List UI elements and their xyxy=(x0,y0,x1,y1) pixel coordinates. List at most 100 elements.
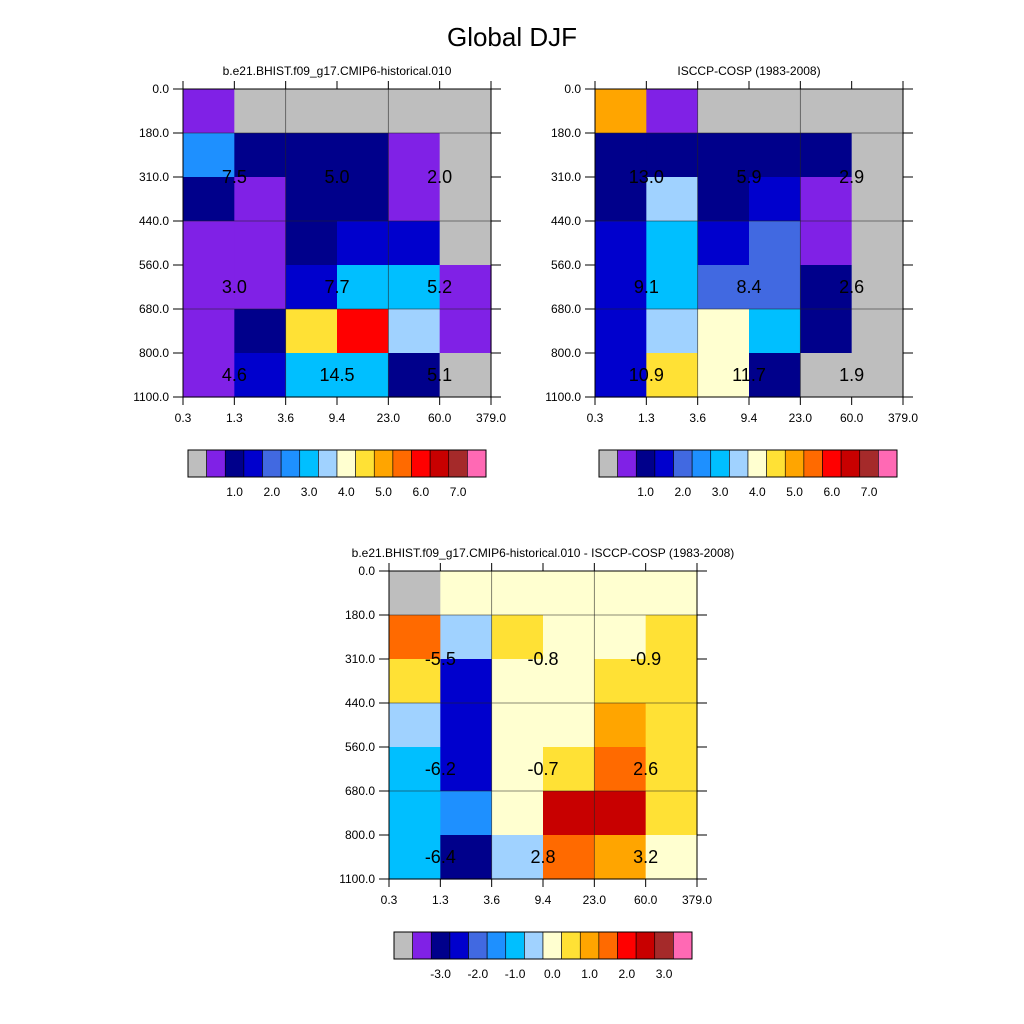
heatmap-cell xyxy=(645,747,698,792)
heatmap-cell xyxy=(800,177,853,222)
heatmap-cell xyxy=(697,89,750,134)
heatmap-cell xyxy=(697,221,750,266)
colorbar-swatch xyxy=(766,449,786,478)
heatmap-cell xyxy=(594,703,647,748)
y-tick-label: 0.0 xyxy=(152,82,169,96)
heatmap-cell xyxy=(389,747,441,792)
heatmap-cell xyxy=(337,265,389,310)
y-tick-label: 0.0 xyxy=(358,564,375,578)
cell-value-label: 11.7 xyxy=(732,365,766,385)
cell-value-label: -0.7 xyxy=(527,759,558,779)
heatmap-cell xyxy=(285,353,338,398)
heatmap-cell xyxy=(439,309,492,354)
x-tick-label: 9.4 xyxy=(741,411,758,425)
x-tick-label: 3.6 xyxy=(483,893,500,907)
heatmap-cell xyxy=(645,791,698,836)
heatmap-cell xyxy=(389,791,441,836)
panel-observations: ISCCP-COSP (1983-2008) 0.0 180.0 310.0 440.0… xyxy=(545,64,918,499)
x-tick-label: 379.0 xyxy=(476,411,506,425)
x-tick-label: 1.3 xyxy=(226,411,243,425)
heatmap-cell xyxy=(749,221,801,266)
cell-value-label: 2.8 xyxy=(530,847,555,867)
colorbar-swatch xyxy=(318,449,338,478)
colorbar-swatch xyxy=(430,931,451,960)
heatmap-cell xyxy=(646,265,699,310)
x-tick-label: 0.3 xyxy=(381,893,398,907)
heatmap-cell xyxy=(595,133,647,178)
colorbar-label: 7.0 xyxy=(861,485,878,499)
y-tick-label: 1100.0 xyxy=(133,390,169,404)
colorbar-swatch xyxy=(803,449,823,478)
heatmap-cell xyxy=(440,791,493,836)
heatmap-cell xyxy=(543,659,595,704)
colorbar-label: 3.0 xyxy=(712,485,729,499)
colorbar-swatch xyxy=(467,449,487,478)
heatmap-cell xyxy=(851,133,904,178)
heatmap-cell xyxy=(646,221,699,266)
heatmap-cell xyxy=(595,89,647,134)
colorbar-label: 5.0 xyxy=(375,485,392,499)
x-tick-label: 60.0 xyxy=(634,893,658,907)
heatmap-cell xyxy=(645,659,698,704)
colorbar-swatch xyxy=(617,449,637,478)
heatmap-cell xyxy=(543,703,595,748)
heatmap-cell xyxy=(851,309,904,354)
y-tick-label: 310.0 xyxy=(345,652,375,666)
heatmap-cell xyxy=(491,615,544,660)
x-tick-label: 23.0 xyxy=(789,411,813,425)
y-tick-label: 0.0 xyxy=(564,82,581,96)
heatmap-cell xyxy=(800,309,853,354)
x-tick-label: 0.3 xyxy=(587,411,604,425)
heatmap-cell xyxy=(183,133,235,178)
colorbar-swatch xyxy=(654,449,674,478)
colorbar-swatch xyxy=(448,449,468,478)
heatmap-cell xyxy=(645,571,698,616)
heatmap-cell xyxy=(749,177,801,222)
heatmap-cell xyxy=(697,309,750,354)
heatmap-cell xyxy=(388,177,441,222)
colorbar-label: 1.0 xyxy=(581,967,598,981)
x-tick-label: 1.3 xyxy=(638,411,655,425)
cell-value-label: -0.8 xyxy=(527,649,558,669)
heatmap-cell xyxy=(543,835,595,880)
cell-value-label: 5.2 xyxy=(427,277,452,297)
heatmap-cell xyxy=(389,703,441,748)
heatmap-cell xyxy=(491,703,544,748)
heatmap-cell xyxy=(285,265,338,310)
heatmap-cell xyxy=(183,221,235,266)
colorbar-label: 7.0 xyxy=(450,485,467,499)
colorbar-frame xyxy=(187,449,487,478)
heatmap-cell xyxy=(183,265,235,310)
heatmap-cell xyxy=(388,353,441,398)
cell-value-label: 5.1 xyxy=(427,365,452,385)
y-tick-label: 800.0 xyxy=(345,828,375,842)
heatmap-cell xyxy=(439,265,492,310)
colorbar-swatch xyxy=(393,931,413,960)
heatmap-cell xyxy=(337,133,389,178)
heatmap-cell xyxy=(800,89,853,134)
x-tick-label: 0.3 xyxy=(175,411,192,425)
heatmap-cell xyxy=(697,133,750,178)
colorbar-swatch xyxy=(617,931,637,960)
y-tick-label: 680.0 xyxy=(139,302,169,316)
heatmap-cell xyxy=(646,177,699,222)
cell-value-label: -6.2 xyxy=(425,759,456,779)
cell-value-label: 5.0 xyxy=(324,167,349,187)
heatmap-cell xyxy=(388,89,441,134)
heatmap-cell xyxy=(594,571,647,616)
colorbar-swatch xyxy=(429,449,450,478)
colorbar-frame xyxy=(598,449,898,478)
heatmap-cell xyxy=(440,747,493,792)
y-tick-label: 800.0 xyxy=(139,346,169,360)
heatmap-cell xyxy=(439,133,492,178)
colorbar-label: -1.0 xyxy=(505,967,526,981)
colorbar-swatch xyxy=(449,931,469,960)
y-tick-label: 560.0 xyxy=(551,258,581,272)
heatmap-cell xyxy=(491,835,544,880)
colorbar-swatch xyxy=(412,931,432,960)
cell-value-label: 2.6 xyxy=(633,759,658,779)
cell-value-label: -0.9 xyxy=(630,649,661,669)
heatmap-cell xyxy=(595,221,647,266)
x-tick-label: 379.0 xyxy=(682,893,712,907)
heatmap-cell xyxy=(337,89,389,134)
